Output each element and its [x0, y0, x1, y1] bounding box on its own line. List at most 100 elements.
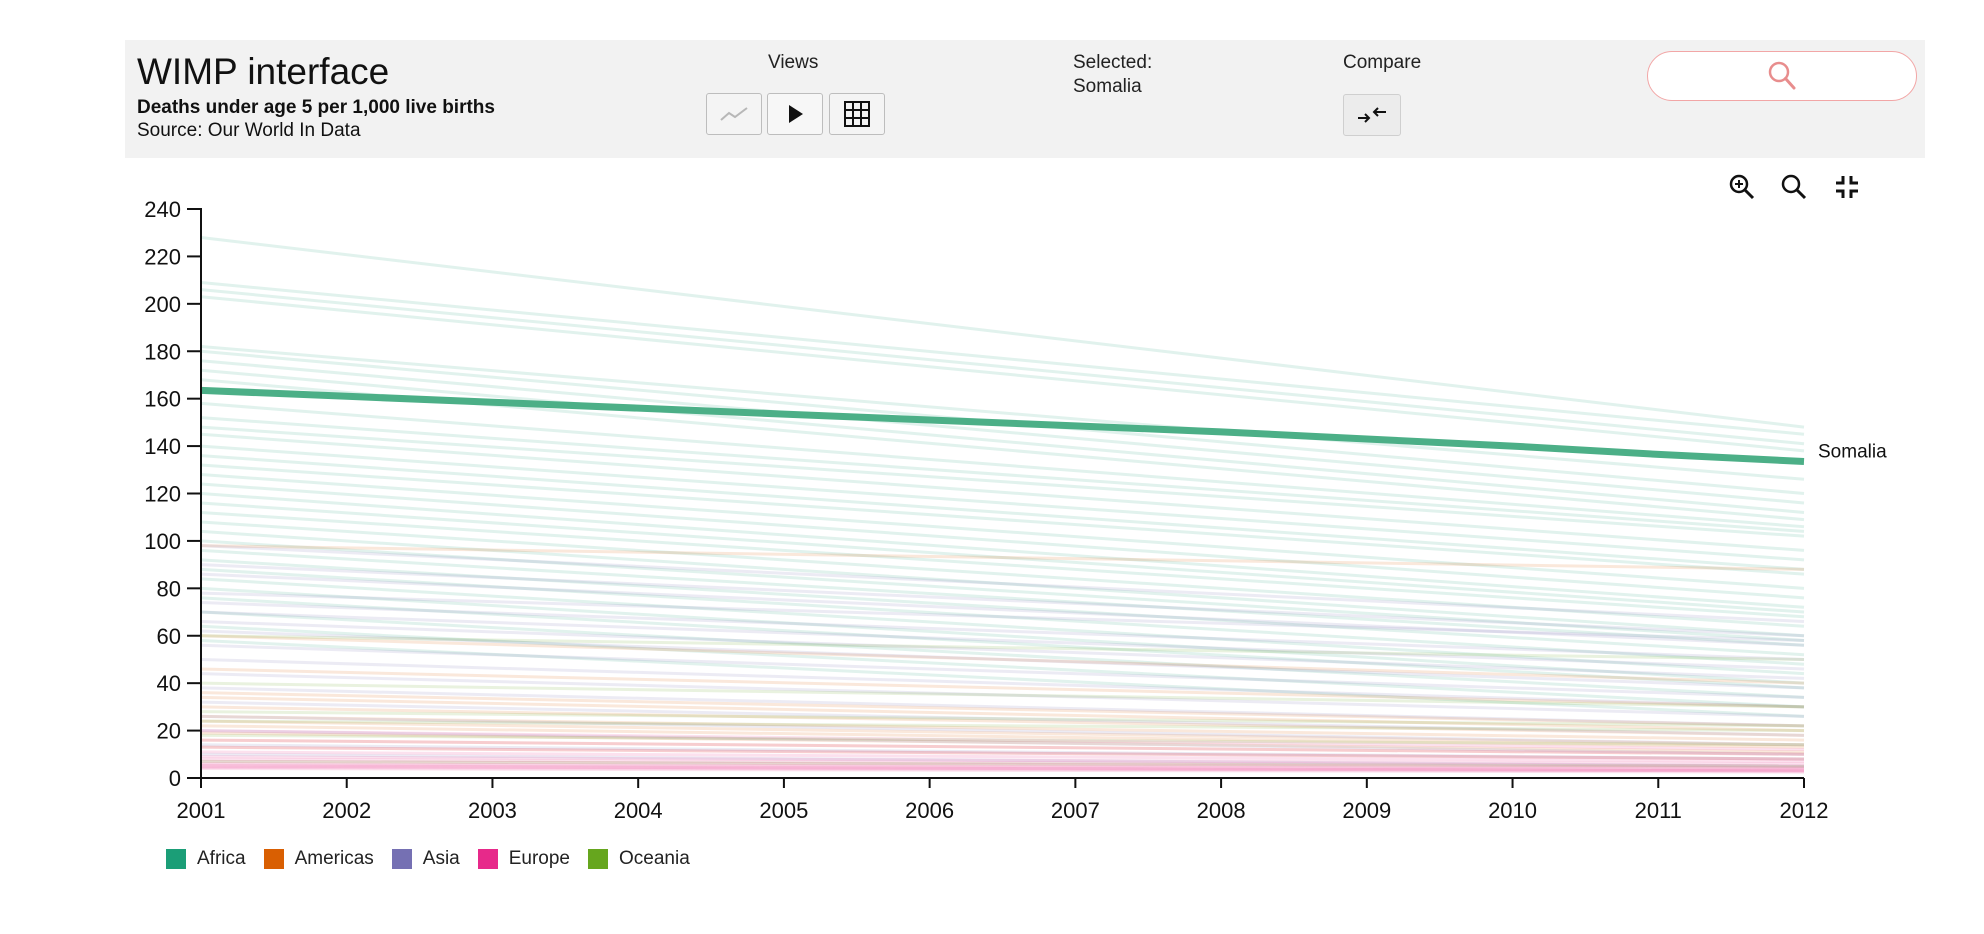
series-line-africa — [200, 539, 1805, 642]
zoom-in-icon — [1729, 174, 1755, 200]
legend-swatch — [588, 849, 609, 869]
y-tick-label: 200 — [144, 292, 181, 317]
legend-swatch — [391, 849, 412, 869]
x-tick-label: 2009 — [1342, 798, 1391, 823]
series-line-americas — [200, 634, 1805, 685]
series-line-africa — [200, 510, 1805, 619]
x-tick-label: 2005 — [759, 798, 808, 823]
series-line-asia — [200, 620, 1805, 680]
series-line-europe — [200, 729, 1805, 752]
y-tick-label: 20 — [157, 719, 181, 744]
page-title: WIMP interface — [137, 51, 390, 92]
zoom-out-icon — [1781, 174, 1807, 200]
series-line-europe — [200, 763, 1805, 772]
legend-item-africa[interactable]: Africa — [166, 848, 246, 870]
series-line-africa — [200, 577, 1805, 676]
x-tick-label: 2006 — [905, 798, 954, 823]
compare-label: Compare — [1343, 52, 1422, 73]
series-line-americas — [200, 695, 1805, 733]
series-line-africa — [200, 638, 1805, 718]
series-line-oceania — [200, 719, 1805, 733]
series-line-americas — [200, 691, 1805, 728]
compare-arrows-icon — [1358, 107, 1386, 123]
series-line-asia — [200, 700, 1805, 737]
y-tick-label: 120 — [144, 482, 181, 507]
header-bar: WIMP interface Deaths under age 5 per 1,… — [125, 40, 1925, 158]
series-line-africa — [200, 345, 1805, 481]
series-line-africa — [200, 529, 1805, 638]
axes: 0 20 40 60 80 100 120 140 160 180 200 220 240 2001 200… — [144, 197, 1828, 823]
series-line-europe — [200, 745, 1805, 761]
chart-subtitle: Deaths under age 5 per 1,000 live births — [137, 97, 495, 118]
series-line-oceania — [200, 710, 1805, 728]
legend-label: Africa — [197, 848, 246, 869]
series-line-asia — [200, 752, 1805, 768]
series-line-americas — [200, 731, 1805, 754]
x-tick-label: 2001 — [177, 798, 226, 823]
search-icon — [1768, 61, 1796, 90]
series-line-asia — [200, 672, 1805, 718]
series-line-asia — [200, 601, 1805, 661]
y-tick-label: 160 — [144, 387, 181, 412]
x-tick-label: 2012 — [1780, 798, 1829, 823]
y-tick-label: 140 — [144, 434, 181, 459]
series-line-americas — [200, 738, 1805, 756]
series-line-africa — [200, 281, 1805, 436]
legend-swatch — [263, 849, 284, 869]
series-line-africa — [200, 482, 1805, 600]
series-line-africa — [200, 295, 1805, 453]
legend-item-oceania[interactable]: Oceania — [588, 848, 690, 870]
series-line-africa — [200, 501, 1805, 614]
x-tick-label: 2002 — [322, 798, 371, 823]
x-tick-label: 2003 — [468, 798, 517, 823]
y-tick-label: 60 — [157, 624, 181, 649]
series-line-americas — [200, 705, 1805, 737]
series-line-africa — [200, 473, 1805, 590]
selected-value: Somalia — [1073, 76, 1142, 97]
source-note: Source: Our World In Data — [137, 120, 361, 141]
y-tick-label: 240 — [144, 197, 181, 222]
series-line-africa — [200, 520, 1805, 628]
legend-item-asia[interactable]: Asia — [391, 848, 460, 870]
series-line-europe — [200, 765, 1805, 773]
series-line-africa — [200, 368, 1805, 514]
series-line-africa — [200, 567, 1805, 666]
series-line-africa — [200, 586, 1805, 685]
shrink-button[interactable] — [1830, 170, 1864, 204]
series-line-africa — [200, 454, 1805, 571]
compare-button[interactable] — [1343, 94, 1401, 136]
legend-swatch — [477, 849, 498, 869]
series-line-asia — [200, 743, 1805, 761]
zoom-in-button[interactable] — [1725, 170, 1759, 204]
background-lines — [200, 235, 1805, 774]
search-button[interactable] — [1647, 51, 1917, 101]
y-tick-label: 0 — [169, 766, 181, 791]
grid-icon — [844, 101, 870, 127]
legend-label: Europe — [508, 848, 571, 869]
series-line-oceania — [200, 759, 1805, 768]
legend-label: Oceania — [619, 848, 690, 869]
play-button[interactable] — [767, 93, 823, 135]
x-tick-label: 2007 — [1051, 798, 1100, 823]
x-tick-label: 2010 — [1488, 798, 1537, 823]
series-line-africa — [200, 359, 1805, 505]
legend-item-europe[interactable]: Europe — [477, 848, 571, 870]
y-tick-label: 40 — [157, 671, 181, 696]
series-line-africa — [200, 624, 1805, 709]
line-chart-button[interactable] — [706, 93, 762, 135]
series-line-americas — [200, 745, 1805, 761]
zoom-out-button[interactable] — [1777, 170, 1811, 204]
series-line-africa — [200, 401, 1805, 529]
legend-item-americas[interactable]: Americas — [263, 848, 374, 870]
series-line-asia — [200, 610, 1805, 671]
series-line-somalia[interactable] — [200, 386, 1805, 465]
series-line-asia — [200, 591, 1805, 642]
table-button[interactable] — [829, 93, 885, 135]
y-tick-label: 180 — [144, 339, 181, 364]
series-line-oceania — [200, 681, 1805, 709]
views-label: Views — [768, 52, 819, 73]
series-label-somalia: Somalia — [1818, 441, 1887, 462]
series-line-europe — [200, 750, 1805, 763]
legend-label: Americas — [294, 848, 374, 869]
